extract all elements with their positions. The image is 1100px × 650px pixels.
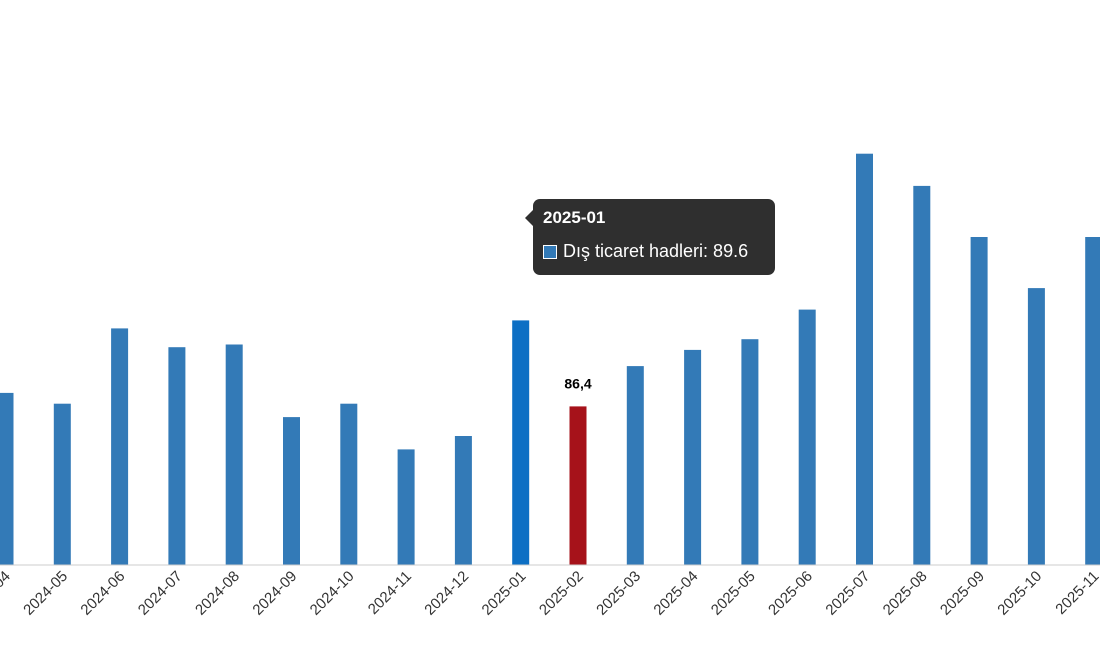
x-tick-label: 2025-02 [536,568,587,619]
bar-2025-03[interactable] [626,366,644,565]
x-tick-label: 2024-07 [135,568,186,619]
x-tick-label: 2024-10 [307,568,358,619]
bars-group [0,153,1100,566]
chart-tooltip: 2025-01 Dış ticaret hadleri: 89.6 [525,199,775,275]
bar-2025-02[interactable] [569,406,587,565]
bar-2025-08[interactable] [913,185,931,565]
bar-2024-04[interactable] [0,392,14,565]
x-tick-label: 2024-04 [0,568,14,619]
x-tick-label: 2025-07 [822,568,873,619]
bar-2025-10[interactable] [1027,288,1045,565]
bar-2025-06[interactable] [798,309,816,565]
bar-2025-04[interactable] [684,349,702,565]
tooltip-value: Dış ticaret hadleri: 89.6 [563,241,749,261]
bar-2024-07[interactable] [168,347,186,565]
bar-2024-11[interactable] [397,449,415,565]
bar-2025-11[interactable] [1085,237,1100,565]
x-tick-label: 2025-05 [708,568,759,619]
x-tick-label: 2024-05 [20,568,71,619]
x-tick-label: 2024-09 [249,568,300,619]
bar-2024-08[interactable] [225,344,243,566]
x-tick-label: 2025-04 [650,568,701,619]
bar-2025-09[interactable] [970,237,988,565]
bar-2024-09[interactable] [283,417,300,565]
x-tick-label: 2025-01 [479,568,530,619]
x-tick-label: 2025-11 [1052,568,1100,618]
data-labels: 86,4 [564,375,591,391]
x-tick-label: 2024-08 [192,568,243,619]
x-tick-labels: 2024-04 2024-05 2024-06 2024-07 2024-08 2024-… [0,568,1100,619]
x-tick-label: 2025-09 [937,568,988,619]
tooltip-row: Dış ticaret hadleri: 89.6 [543,241,765,262]
x-tick-label: 2024-06 [77,568,128,619]
bar-2025-01[interactable] [512,320,530,565]
x-tick-label: 2025-06 [765,568,816,619]
bar-2024-10[interactable] [340,403,358,565]
x-tick-label: 2025-08 [880,568,931,619]
tooltip-title: 2025-01 [543,208,606,227]
bar-2025-07[interactable] [856,153,873,565]
bar-2024-12[interactable] [454,436,472,565]
bar-2024-05[interactable] [53,403,71,565]
x-tick-label: 2024-11 [365,568,415,618]
data-label-2025-02: 86,4 [564,375,591,391]
bar-2025-05[interactable] [741,339,759,565]
tooltip-series-swatch [543,244,557,259]
bar-2024-06[interactable] [111,328,129,565]
x-tick-label: 2025-10 [994,568,1045,619]
x-tick-label: 2024-12 [421,568,472,619]
x-tick-label: 2025-03 [593,568,644,619]
